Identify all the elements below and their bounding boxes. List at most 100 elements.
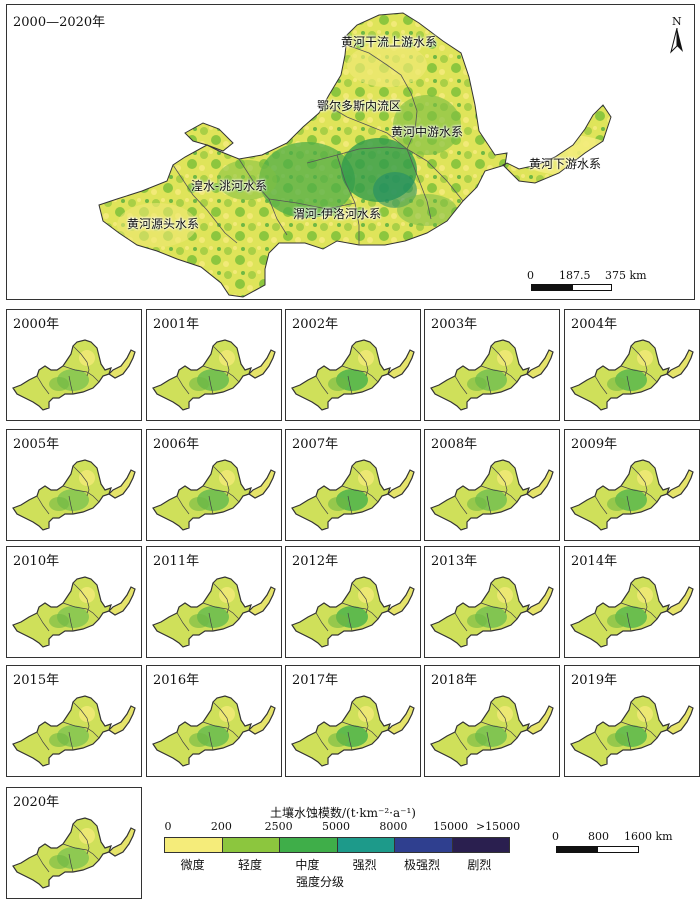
year-map-panel: 2000年 — [6, 309, 142, 421]
year-map-panel: 2004年 — [564, 309, 700, 421]
year-erosion-map — [570, 576, 694, 648]
year-label: 2018年 — [431, 673, 478, 688]
year-map-panel: 2016年 — [146, 665, 282, 777]
region-label-huangshui-taohe: 湟水-洮河水系 — [191, 179, 268, 193]
legend-tick-label: 8000 — [379, 820, 408, 833]
year-map-panel: 2012年 — [285, 546, 421, 658]
north-arrow: N — [669, 15, 685, 55]
legend-swatch — [394, 838, 452, 852]
year-label: 2006年 — [153, 437, 200, 452]
year-map-panel: 2008年 — [424, 429, 560, 541]
year-map-panel: 2007年 — [285, 429, 421, 541]
legend-swatch — [336, 838, 394, 852]
year-map-panel: 2003年 — [424, 309, 560, 421]
year-erosion-map — [152, 339, 276, 411]
main-scale-tick-0: 0 — [527, 269, 534, 282]
year-map-panel: 2014年 — [564, 546, 700, 658]
small-scale-tick-2: 1600 km — [624, 830, 673, 843]
year-erosion-map — [12, 576, 136, 648]
region-label-ordos: 鄂尔多斯内流区 — [317, 99, 402, 113]
north-arrow-icon — [670, 28, 683, 54]
year-label: 2011年 — [153, 554, 200, 569]
legend-swatch — [221, 838, 279, 852]
year-erosion-map — [152, 459, 276, 531]
year-erosion-map — [291, 695, 415, 767]
year-erosion-map — [152, 695, 276, 767]
year-erosion-map — [570, 459, 694, 531]
year-map-panel: 2018年 — [424, 665, 560, 777]
year-map-panel: 2011年 — [146, 546, 282, 658]
year-label: 2002年 — [292, 317, 339, 332]
legend-swatch — [165, 838, 222, 852]
year-label: 2003年 — [431, 317, 478, 332]
legend-class-label: 极强烈 — [403, 858, 441, 872]
year-map-panel: 2009年 — [564, 429, 700, 541]
year-map-panel: 2006年 — [146, 429, 282, 541]
year-map-panel: 2020年 — [6, 787, 142, 899]
legend-class-label: 强烈 — [352, 858, 377, 872]
year-erosion-map — [430, 695, 554, 767]
legend-xlabel: 强度分级 — [296, 875, 345, 889]
legend-class-label: 剧烈 — [467, 858, 492, 872]
year-map-panel: 2005年 — [6, 429, 142, 541]
year-erosion-map — [430, 459, 554, 531]
year-erosion-map — [291, 576, 415, 648]
legend-tick-label: 0 — [164, 820, 172, 833]
year-map-panel: 2002年 — [285, 309, 421, 421]
legend-swatch — [279, 838, 337, 852]
legend-class-label: 中度 — [295, 858, 320, 872]
small-scale-tick-1: 800 — [588, 830, 609, 843]
year-erosion-map — [430, 339, 554, 411]
year-erosion-map — [12, 817, 136, 889]
main-map-panel: 2000—2020年 N — [6, 4, 695, 300]
main-scale-bar: 0 187.5 375 km — [527, 269, 647, 293]
year-label: 2017年 — [292, 673, 339, 688]
year-map-panel: 2001年 — [146, 309, 282, 421]
legend-class-label: 微度 — [180, 858, 205, 872]
legend: 土壤水蚀模数/(t·km⁻²·a⁻¹) 0 200 2500 5000 8000 1500… — [160, 800, 520, 900]
year-erosion-map — [430, 576, 554, 648]
legend-tick-label: >15000 — [475, 820, 521, 833]
year-label: 2010年 — [13, 554, 60, 569]
year-label: 2014年 — [571, 554, 618, 569]
region-label-upper-mainstream: 黄河干流上游水系 — [341, 35, 438, 49]
year-erosion-map — [152, 576, 276, 648]
year-label: 2015年 — [13, 673, 60, 688]
year-map-panel: 2010年 — [6, 546, 142, 658]
year-erosion-map — [291, 339, 415, 411]
year-label: 2013年 — [431, 554, 478, 569]
legend-swatch — [451, 838, 509, 852]
year-label: 2001年 — [153, 317, 200, 332]
year-label: 2008年 — [431, 437, 478, 452]
main-scale-tick-2: 375 km — [605, 269, 647, 282]
region-label-lower-reach: 黄河下游水系 — [529, 157, 602, 171]
year-label: 2020年 — [13, 795, 60, 810]
year-erosion-map — [12, 695, 136, 767]
year-map-panel: 2019年 — [564, 665, 700, 777]
year-label: 2005年 — [13, 437, 60, 452]
main-map-title: 2000—2020年 — [13, 15, 106, 30]
year-label: 2019年 — [571, 673, 618, 688]
year-label: 2000年 — [13, 317, 60, 332]
region-label-weihe-yiluo: 渭河-伊洛河水系 — [293, 207, 382, 221]
main-scale-tick-1: 187.5 — [559, 269, 591, 282]
legend-tick-label: 200 — [210, 820, 232, 833]
legend-class-label: 轻度 — [237, 858, 263, 872]
year-erosion-map — [570, 695, 694, 767]
year-label: 2007年 — [292, 437, 339, 452]
year-map-panel: 2013年 — [424, 546, 560, 658]
year-label: 2004年 — [571, 317, 618, 332]
year-erosion-map — [12, 339, 136, 411]
year-label: 2009年 — [571, 437, 618, 452]
year-label: 2016年 — [153, 673, 200, 688]
year-map-panel: 2015年 — [6, 665, 142, 777]
north-label: N — [672, 15, 682, 28]
small-scale-tick-0: 0 — [552, 830, 559, 843]
legend-tick-label: 5000 — [322, 820, 350, 833]
legend-tick-label: 2500 — [264, 820, 293, 833]
legend-title: 土壤水蚀模数/(t·km⁻²·a⁻¹) — [270, 806, 416, 820]
legend-tick-label: 15000 — [433, 820, 469, 833]
year-erosion-map — [291, 459, 415, 531]
year-label: 2012年 — [292, 554, 339, 569]
year-erosion-map — [570, 339, 694, 411]
